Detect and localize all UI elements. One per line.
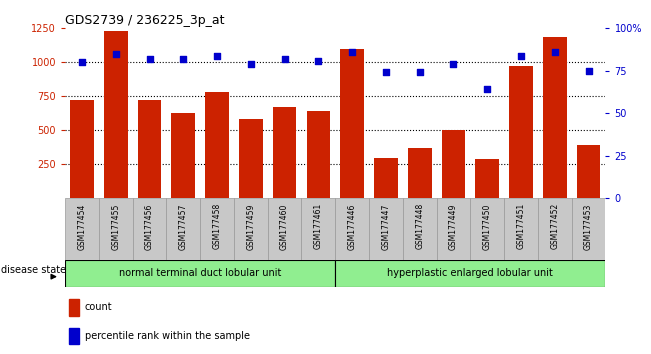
Text: GSM177447: GSM177447 (381, 203, 391, 250)
Bar (470, 198, 504, 260)
Point (245, 61, 256, 67)
Bar (577, 144, 600, 198)
Bar (205, 92, 229, 198)
Point (381, 70, 391, 75)
Bar (234, 198, 268, 260)
Bar (133, 198, 167, 260)
Bar (201, 198, 234, 260)
Bar (504, 198, 538, 260)
Point (313, 58, 324, 63)
Point (145, 56, 155, 62)
Bar (268, 198, 301, 260)
Bar (171, 113, 195, 198)
Bar (441, 130, 465, 198)
Point (482, 87, 492, 92)
Text: GSM177458: GSM177458 (213, 203, 221, 250)
Bar (104, 31, 128, 198)
Bar (307, 111, 330, 198)
Text: GSM177461: GSM177461 (314, 203, 323, 250)
Text: percentile rank within the sample: percentile rank within the sample (85, 331, 249, 341)
Bar (273, 107, 296, 198)
Bar (437, 198, 470, 260)
Point (449, 61, 459, 67)
Text: GSM177460: GSM177460 (280, 203, 289, 250)
Bar (340, 49, 364, 198)
Bar (335, 260, 605, 287)
Bar (65, 260, 335, 287)
Bar (167, 198, 201, 260)
Text: GDS2739 / 236225_3p_at: GDS2739 / 236225_3p_at (65, 14, 225, 27)
Text: GSM177452: GSM177452 (550, 203, 559, 250)
Bar (69, 327, 79, 344)
Bar (138, 101, 161, 198)
Text: GSM177457: GSM177457 (179, 203, 187, 250)
Text: GSM177446: GSM177446 (348, 203, 357, 250)
Text: GSM177459: GSM177459 (246, 203, 255, 250)
Point (516, 53, 526, 58)
Text: GSM177453: GSM177453 (584, 203, 593, 250)
Bar (335, 198, 369, 260)
Text: GSM177448: GSM177448 (415, 203, 424, 250)
Bar (538, 198, 572, 260)
Bar (65, 198, 99, 260)
Bar (572, 198, 605, 260)
Point (415, 70, 425, 75)
Bar (239, 119, 262, 198)
Text: GSM177451: GSM177451 (516, 203, 525, 250)
Bar (408, 148, 432, 198)
Point (178, 56, 189, 62)
Point (111, 51, 121, 57)
Point (549, 49, 560, 55)
Text: GSM177456: GSM177456 (145, 203, 154, 250)
Text: GSM177454: GSM177454 (77, 203, 87, 250)
Text: GSM177455: GSM177455 (111, 203, 120, 250)
Bar (69, 299, 79, 315)
Text: normal terminal duct lobular unit: normal terminal duct lobular unit (119, 268, 281, 279)
Point (77, 59, 87, 65)
Bar (99, 198, 133, 260)
Bar (374, 158, 398, 198)
Point (212, 53, 222, 58)
Bar (70, 101, 94, 198)
Bar (369, 198, 403, 260)
Text: hyperplastic enlarged lobular unit: hyperplastic enlarged lobular unit (387, 268, 553, 279)
Text: GSM177449: GSM177449 (449, 203, 458, 250)
Text: count: count (85, 302, 112, 312)
Bar (403, 198, 437, 260)
Point (583, 68, 594, 74)
Text: GSM177450: GSM177450 (483, 203, 492, 250)
Point (279, 56, 290, 62)
Point (347, 49, 357, 55)
Bar (301, 198, 335, 260)
Bar (543, 37, 566, 198)
Text: disease state: disease state (1, 265, 66, 275)
Bar (475, 160, 499, 198)
Bar (509, 67, 533, 198)
